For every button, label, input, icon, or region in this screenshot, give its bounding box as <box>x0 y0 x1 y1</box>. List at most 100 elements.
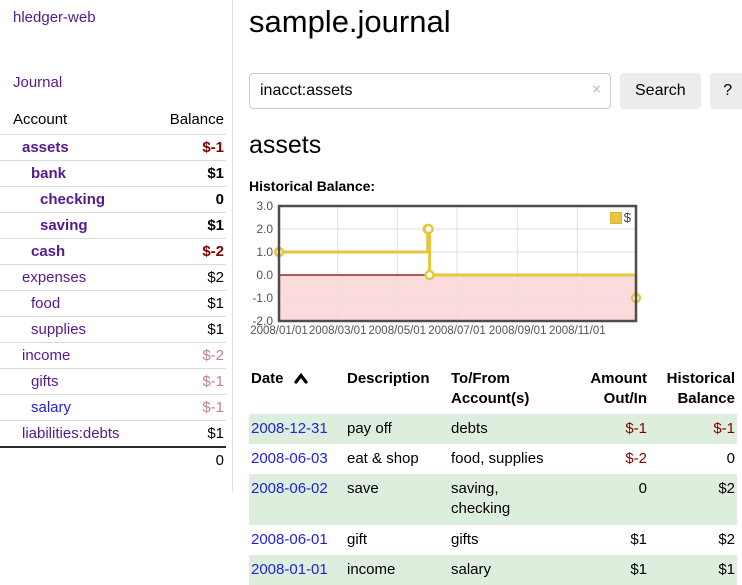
account-cell: checking <box>0 187 143 213</box>
account-balance: $1 <box>143 161 226 187</box>
x-tick-label: 2008/07/01 <box>428 325 486 337</box>
brand-link[interactable]: hledger-web <box>13 9 232 26</box>
transaction-date-cell: 2008-01-01 <box>249 555 345 585</box>
transaction-date-cell: 2008-06-03 <box>249 444 345 474</box>
transaction-accounts: food, supplies <box>449 444 573 474</box>
account-balance: $-1 <box>143 369 226 395</box>
transaction-date-cell: 2008-06-01 <box>249 525 345 555</box>
account-balance: 0 <box>143 187 226 213</box>
account-link-checking[interactable]: checking <box>40 191 105 208</box>
account-cell: salary <box>0 395 143 421</box>
sidebar-nav: Journal <box>13 74 232 91</box>
account-balance: $1 <box>143 317 226 343</box>
x-tick-label: 2008/09/01 <box>489 325 547 337</box>
transaction-date-link[interactable]: 2008-06-01 <box>251 531 328 548</box>
transaction-balance: $1 <box>649 555 737 585</box>
transaction-date-cell: 2008-12-31 <box>249 414 345 444</box>
transaction-date-link[interactable]: 2008-01-01 <box>251 561 328 578</box>
account-link-expenses[interactable]: expenses <box>22 269 86 286</box>
y-tick-label: 1.0 <box>243 245 273 259</box>
account-row: assets $-1 <box>0 135 226 161</box>
search-form: × Search ? <box>249 73 742 109</box>
account-balance: $-1 <box>143 135 226 161</box>
account-cell: expenses <box>0 265 143 291</box>
y-tick-label: 3.0 <box>243 199 273 213</box>
account-row: expenses$2 <box>0 265 226 291</box>
account-link-supplies[interactable]: supplies <box>31 321 86 338</box>
account-cell: gifts <box>0 369 143 395</box>
account-link-cash[interactable]: cash <box>31 243 65 260</box>
transaction-balance: 0 <box>649 444 737 474</box>
x-tick-label: 2008/05/01 <box>369 325 427 337</box>
chart-canvas <box>279 206 636 321</box>
sort-ascending-icon <box>294 373 308 384</box>
transaction-date-link[interactable]: 2008-06-02 <box>251 480 328 497</box>
search-input[interactable] <box>249 73 611 109</box>
transaction-description: eat & shop <box>345 444 449 474</box>
account-row: income$-2 <box>0 343 226 369</box>
account-link-bank[interactable]: bank <box>31 165 66 182</box>
account-link-food[interactable]: food <box>31 295 60 312</box>
account-cell: bank <box>0 161 143 187</box>
account-heading: assets <box>249 131 742 160</box>
account-row: supplies $1 <box>0 317 226 343</box>
account-balance: $-1 <box>143 395 226 421</box>
account-row: checking 0 <box>0 187 226 213</box>
clear-search-icon[interactable]: × <box>592 82 601 97</box>
account-link-gifts[interactable]: gifts <box>31 373 59 390</box>
account-link-income[interactable]: income <box>22 347 70 364</box>
transaction-date-link[interactable]: 2008-12-31 <box>251 420 328 437</box>
y-tick-label: 0.0 <box>243 268 273 282</box>
account-row: saving $1 <box>0 213 226 239</box>
account-balance: $-2 <box>143 239 226 265</box>
account-link-assets[interactable]: assets <box>22 139 69 156</box>
transaction-balance: $2 <box>649 474 737 525</box>
transaction-accounts: salary <box>449 555 573 585</box>
account-cell: supplies <box>0 317 143 343</box>
transaction-description: save <box>345 474 449 525</box>
register-col-to-from-account-s-: To/From Account(s) <box>449 367 573 414</box>
sidebar-item-journal[interactable]: Journal <box>13 74 62 91</box>
legend-swatch-icon <box>610 212 622 224</box>
transaction-date-link[interactable]: 2008-06-03 <box>251 450 328 467</box>
transaction-amount: $1 <box>573 555 649 585</box>
chart-plot: $ <box>279 206 636 321</box>
transaction-accounts: debts <box>449 414 573 444</box>
account-row: food $1 <box>0 291 226 317</box>
register-col-amount-out-in: Amount Out/In <box>573 367 649 414</box>
account-cell: liabilities:debts <box>0 421 143 448</box>
account-link-saving[interactable]: saving <box>40 217 88 234</box>
transaction-description: gift <box>345 525 449 555</box>
legend-label: $ <box>624 210 631 225</box>
main-content: sample.journal × Search ? assets Histori… <box>233 0 742 585</box>
account-cell: food <box>0 291 143 317</box>
accounts-total-value: 0 <box>143 447 226 473</box>
account-row: bank $1 <box>0 161 226 187</box>
register-col-historical-balance: Historical Balance <box>649 367 737 414</box>
sidebar: hledger-web Journal Account Balance asse… <box>0 0 233 491</box>
account-cell: assets <box>0 135 143 161</box>
account-balance: $1 <box>143 291 226 317</box>
account-row: gifts $-1 <box>0 369 226 395</box>
chart-legend: $ <box>610 210 631 225</box>
search-button[interactable]: Search <box>620 73 701 109</box>
account-balance: $1 <box>143 213 226 239</box>
y-tick-label: 2.0 <box>243 222 273 236</box>
transaction-accounts: gifts <box>449 525 573 555</box>
account-row: cash $-2 <box>0 239 226 265</box>
transaction-amount: $-1 <box>573 414 649 444</box>
account-link-liabilities-debts[interactable]: liabilities:debts <box>22 425 120 442</box>
help-button[interactable]: ? <box>710 73 742 109</box>
account-link-salary[interactable]: salary <box>31 399 71 416</box>
transaction-accounts: saving, checking <box>449 474 573 525</box>
